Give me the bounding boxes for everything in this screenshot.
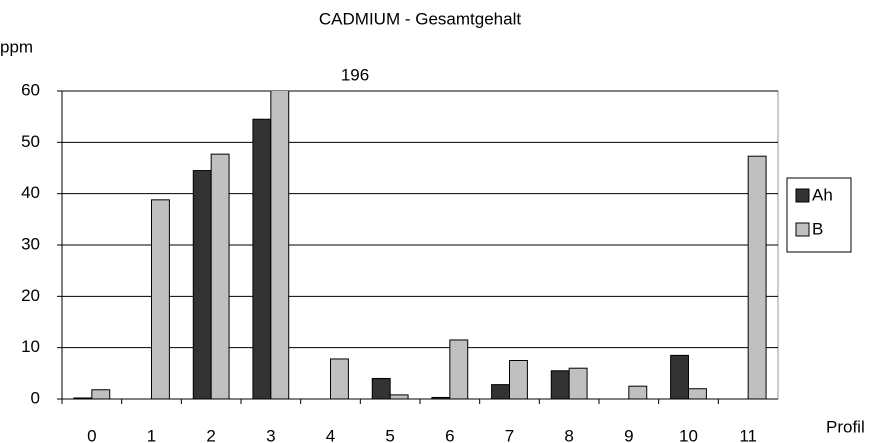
bar [210,153,230,399]
legend-swatch [795,188,810,203]
bar [628,385,648,399]
bar [371,377,391,399]
y-tick-label: 20 [21,286,40,305]
bar [550,370,570,399]
y-tick-label: 30 [21,234,40,253]
x-tick-label: 11 [739,426,757,443]
x-axis-label: Profil [826,417,865,436]
bar [91,389,111,399]
bar [252,118,272,399]
bar [670,354,689,399]
x-tick-label: 1 [147,426,156,443]
bars [73,91,767,399]
x-tick-label: 0 [87,426,96,443]
x-tick-label: 4 [326,426,335,443]
bar [389,394,409,399]
chart-title: CADMIUM - Gesamtgehalt [319,9,521,28]
y-tick-label: 0 [31,388,40,407]
bar [330,358,349,399]
bar [509,360,528,399]
bar [270,91,290,399]
data-label: 196 [341,65,369,84]
x-tick-label: 2 [206,426,215,443]
bar [449,339,469,399]
legend-label: Ah [812,185,833,204]
x-tick-label: 10 [679,426,698,443]
bar [192,170,212,399]
x-tick-label: 5 [385,426,394,443]
y-tick-label: 40 [21,183,40,202]
legend-box [786,177,852,253]
x-tick-label: 8 [564,426,573,443]
bar [491,384,511,399]
legend-label: B [812,219,823,238]
legend-swatch [795,222,810,237]
y-tick-label: 50 [21,132,40,151]
bar [747,155,767,399]
y-tick-label: 60 [21,80,40,99]
x-tick-label: 7 [505,426,514,443]
x-tick-label: 3 [266,426,275,443]
y-tick-label: 10 [21,337,40,356]
y-axis-label: ppm [0,37,33,56]
bar [151,199,170,399]
bar [688,388,707,399]
x-tick-label: 9 [624,426,633,443]
bar [568,367,588,399]
x-tick-label: 6 [445,426,454,443]
